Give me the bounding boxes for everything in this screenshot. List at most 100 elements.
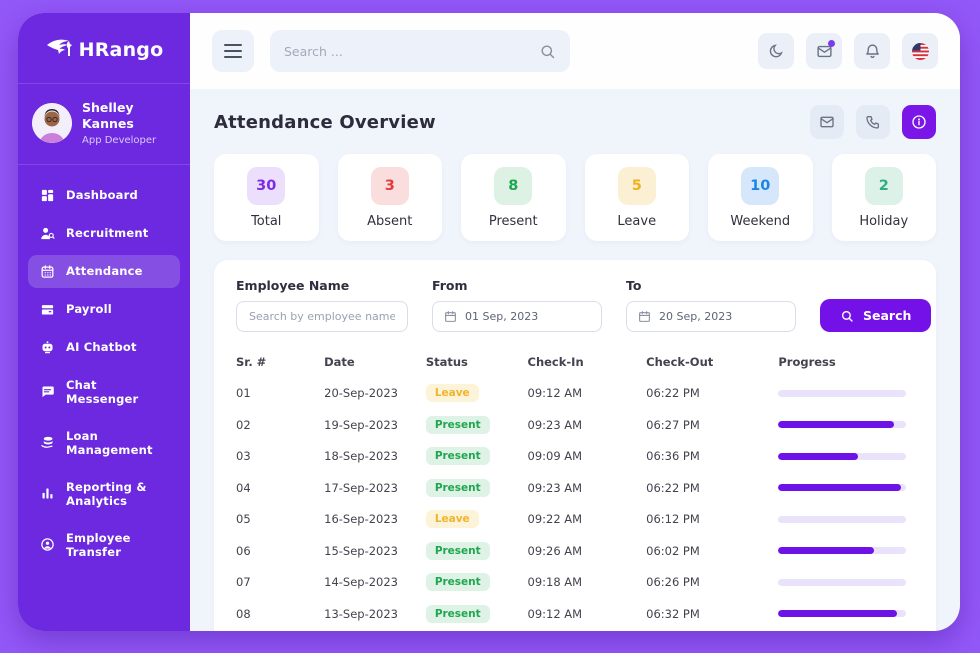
bell-icon	[864, 43, 881, 60]
sidebar-item-loan-management[interactable]: Loan Management	[28, 420, 180, 466]
from-date-label: From	[432, 278, 468, 293]
sidebar: HRango Shelley Kannes A	[18, 13, 190, 631]
cell-progress	[778, 389, 914, 397]
call-action-button[interactable]	[856, 105, 890, 139]
sidebar-item-recruitment[interactable]: Recruitment	[28, 217, 180, 250]
topbar-actions	[758, 33, 938, 69]
cell-sr: 07	[236, 575, 251, 590]
cell-check-in: 09:23 AM	[527, 417, 583, 432]
stat-label: Weekend	[730, 214, 791, 229]
chat-messenger-icon	[40, 384, 55, 399]
cell-status: Leave	[425, 384, 528, 403]
status-badge: Present	[425, 415, 490, 434]
employee-name-filter: Employee Name	[236, 278, 408, 332]
sidebar-item-reporting-analytics[interactable]: Reporting & Analytics	[28, 471, 180, 517]
to-date-label: To	[626, 278, 642, 293]
search-button[interactable]: Search	[820, 299, 932, 332]
sidebar-nav: Dashboard Recruitment Attendance Payroll…	[18, 165, 190, 582]
cell-status: Present	[425, 478, 528, 497]
cell-sr: 05	[236, 512, 251, 527]
from-date-input[interactable]: 01 Sep, 2023	[432, 301, 602, 332]
info-icon	[911, 114, 927, 130]
dark-mode-button[interactable]	[758, 33, 794, 69]
column-header-check-out: Check-Out	[646, 354, 714, 369]
moon-icon	[768, 43, 785, 60]
filters-row: Employee Name From 01 Sep, 2023	[236, 278, 932, 332]
table-row: 03 18-Sep-2023 Present 09:09 AM 06:36 PM	[236, 441, 914, 473]
content: Attendance Overview	[190, 89, 960, 631]
reporting-analytics-icon	[40, 486, 55, 501]
cell-date: 17-Sep-2023	[324, 480, 398, 495]
cell-status: Present	[425, 573, 528, 592]
cell-progress	[778, 515, 914, 523]
info-action-button[interactable]	[902, 105, 936, 139]
sidebar-item-payroll[interactable]: Payroll	[28, 293, 180, 326]
employee-name-input[interactable]	[236, 301, 408, 332]
cell-sr: 06	[236, 543, 251, 558]
progress-bar	[778, 452, 907, 460]
mail-icon	[816, 43, 833, 60]
table-row: 07 14-Sep-2023 Present 09:18 AM 06:26 PM	[236, 567, 914, 599]
search-icon	[539, 43, 556, 60]
column-header-sr: Sr. #	[236, 354, 267, 369]
stats-row: 30 Total 3 Absent 8 Present 5 Leave 10 W…	[214, 154, 936, 241]
stat-card-weekend: 10 Weekend	[708, 154, 813, 241]
stat-card-holiday: 2 Holiday	[831, 154, 936, 241]
calendar-icon	[638, 310, 651, 323]
sidebar-item-dashboard[interactable]: Dashboard	[28, 179, 180, 212]
stat-value: 2	[864, 167, 903, 205]
status-badge: Leave	[425, 510, 479, 529]
sidebar-item-ai-chatbot[interactable]: AI Chatbot	[28, 331, 180, 364]
messages-button[interactable]	[806, 33, 842, 69]
email-action-button[interactable]	[810, 105, 844, 139]
stat-card-total: 30 Total	[214, 154, 319, 241]
table-row: 08 13-Sep-2023 Present 09:12 AM 06:32 PM	[236, 598, 914, 630]
app-window: HRango Shelley Kannes A	[18, 13, 960, 631]
cell-sr: 01	[236, 386, 251, 401]
global-search-input[interactable]	[284, 43, 531, 59]
sidebar-item-label: Reporting & Analytics	[66, 479, 147, 508]
stat-card-leave: 5 Leave	[584, 154, 689, 241]
cell-check-out: 06:36 PM	[646, 449, 700, 464]
stat-value: 10	[741, 167, 780, 205]
status-badge: Leave	[425, 384, 479, 403]
hamburger-menu-button[interactable]	[212, 30, 254, 72]
stat-card-absent: 3 Absent	[337, 154, 442, 241]
payroll-icon	[40, 302, 55, 317]
cell-check-in: 09:09 AM	[527, 449, 583, 464]
progress-bar-fill	[778, 421, 894, 429]
sidebar-item-label: Chat Messenger	[66, 377, 139, 406]
language-button[interactable]	[902, 33, 938, 69]
phone-icon	[865, 114, 881, 130]
cell-check-out: 06:12 PM	[646, 512, 700, 527]
sidebar-item-label: Recruitment	[66, 226, 149, 240]
cell-date: 16-Sep-2023	[324, 512, 398, 527]
stat-value: 3	[370, 167, 409, 205]
employee-name-label: Employee Name	[236, 278, 350, 293]
sidebar-item-employee-transfer[interactable]: Employee Transfer	[28, 522, 180, 568]
cell-check-in: 09:12 AM	[527, 606, 583, 621]
main-area: Attendance Overview	[190, 13, 960, 631]
employee-transfer-icon	[40, 537, 55, 552]
sidebar-item-attendance[interactable]: Attendance	[28, 254, 180, 288]
cell-status: Present	[425, 415, 528, 434]
user-profile[interactable]: Shelley Kannes App Developer	[18, 84, 190, 165]
sidebar-item-chat-messenger[interactable]: Chat Messenger	[28, 369, 180, 415]
notifications-button[interactable]	[854, 33, 890, 69]
stat-label: Total	[251, 214, 282, 229]
cell-progress	[778, 547, 914, 555]
attendance-icon	[40, 264, 55, 279]
to-date-input[interactable]: 20 Sep, 2023	[626, 301, 796, 332]
to-date-filter: To 20 Sep, 2023	[626, 278, 796, 332]
stat-label: Leave	[617, 214, 657, 229]
global-search[interactable]	[270, 30, 570, 72]
sidebar-item-label: Payroll	[66, 302, 112, 316]
cell-check-in: 09:22 AM	[527, 512, 583, 527]
table-row: 02 19-Sep-2023 Present 09:23 AM 06:27 PM	[236, 409, 914, 441]
cell-date: 13-Sep-2023	[324, 606, 398, 621]
cell-status: Present	[425, 447, 528, 466]
stat-label: Holiday	[859, 214, 909, 229]
cell-sr: 08	[236, 606, 251, 621]
brand-logo: HRango	[18, 13, 190, 84]
cell-check-out: 06:27 PM	[646, 417, 700, 432]
